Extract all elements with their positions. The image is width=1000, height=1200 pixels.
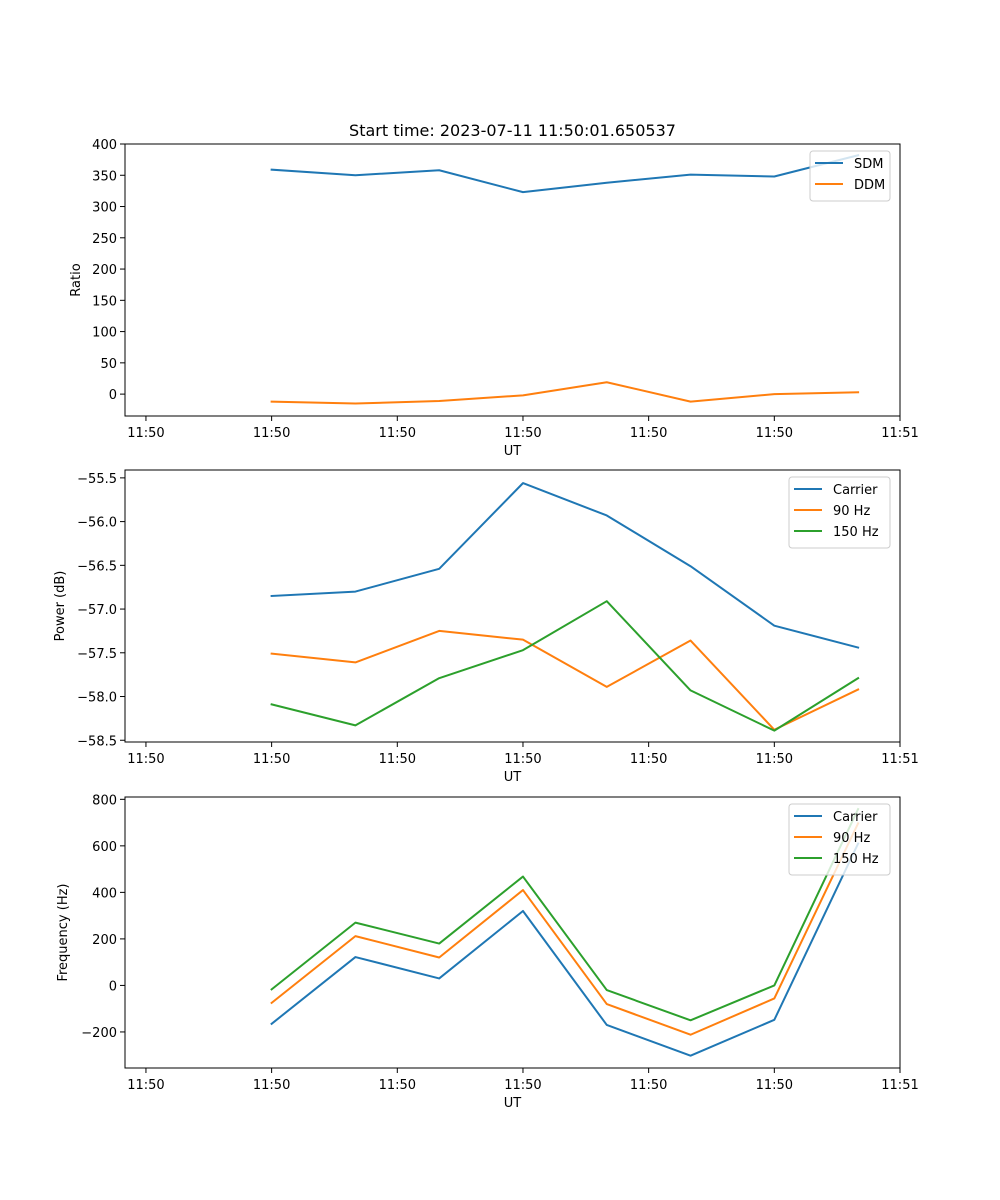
legend-label: DDM [854,178,885,193]
axes-frame [124,143,901,417]
x-tick-label: 11:51 [881,1078,918,1093]
x-tick-label: 11:50 [379,752,416,767]
y-tick-label: 0 [109,388,117,403]
x-tick-label: 11:50 [504,426,541,441]
legend: Carrier 90 Hz 150 Hz [788,803,891,876]
legend-label: 150 Hz [833,525,879,540]
x-tick-label: 11:50 [504,752,541,767]
x-tick-label: 11:50 [253,426,290,441]
x-axis-label: UT [504,1096,522,1111]
plots-container: 11:50 11:50 11:50 11:50 11:50 11:50 11:51 0 50 10… [53,138,919,1111]
y-tick-label: 0 [109,979,117,994]
x-tick-label: 11:50 [756,1078,793,1093]
x-tick-label: 11:51 [881,426,918,441]
series-line-ddm [270,381,860,405]
figure-title: Start time: 2023-07-11 11:50:01.650537 [349,121,676,140]
x-tick-label: 11:50 [630,752,667,767]
legend-label: Carrier [833,810,878,825]
axes-frame [124,796,901,1069]
y-tick-label: 350 [92,169,117,184]
y-tick-label: 400 [92,886,117,901]
y-tick-label: −55.5 [77,472,117,487]
y-tick-label: 200 [92,933,117,948]
y-tick-label: 200 [92,263,117,278]
x-tick-label: 11:50 [756,426,793,441]
x-axis-label: UT [504,444,522,459]
legend: Carrier 90 Hz 150 Hz [788,476,891,549]
series-line-carrier [270,482,860,649]
legend-label: 90 Hz [833,504,870,519]
y-tick-label: 50 [100,357,117,372]
y-tick-label: −58.5 [77,734,117,749]
legend: SDM DDM [809,150,891,202]
chart-panel-1: 11:50 11:50 11:50 11:50 11:50 11:50 11:51 0 50 10… [69,138,919,459]
x-tick-label: 11:50 [253,1078,290,1093]
x-tick-label: 11:50 [127,1078,164,1093]
x-tick-label: 11:50 [630,426,667,441]
y-tick-label: −57.5 [77,647,117,662]
y-axis-label: Power (dB) [53,571,68,642]
series-line-150-hz [270,600,860,732]
y-tick-label: 800 [92,793,117,808]
y-tick-label: 100 [92,326,117,341]
series-line-90-hz [270,629,860,731]
y-tick-label: 250 [92,232,117,247]
legend-label: 150 Hz [833,852,879,867]
x-tick-label: 11:50 [127,752,164,767]
x-tick-label: 11:50 [127,426,164,441]
series-line-150-hz [270,807,860,1022]
y-axis-label: Ratio [69,263,84,296]
x-tick-label: 11:50 [379,426,416,441]
x-tick-label: 11:50 [756,752,793,767]
y-tick-label: −200 [81,1026,117,1041]
series-line-sdm [270,154,860,194]
y-axis-label: Frequency (Hz) [56,883,71,981]
y-tick-label: −58.0 [77,691,117,706]
x-axis-label: UT [504,770,522,785]
series-line-90-hz [270,821,860,1036]
x-tick-label: 11:50 [630,1078,667,1093]
legend-label: SDM [854,157,883,172]
axes-frame [124,469,901,743]
y-tick-label: −56.0 [77,516,117,531]
x-tick-label: 11:51 [881,752,918,767]
series-line-carrier [270,842,860,1057]
chart-panel-2: 11:50 11:50 11:50 11:50 11:50 11:50 11:51 −58.5… [53,469,919,785]
x-tick-label: 11:50 [504,1078,541,1093]
legend-label: 90 Hz [833,831,870,846]
y-tick-label: 150 [92,294,117,309]
x-tick-label: 11:50 [379,1078,416,1093]
y-tick-label: −56.5 [77,559,117,574]
x-tick-label: 11:50 [253,752,290,767]
y-tick-label: −57.0 [77,603,117,618]
y-tick-label: 600 [92,840,117,855]
y-tick-label: 400 [92,138,117,153]
chart-panel-3: 11:50 11:50 11:50 11:50 11:50 11:50 11:51 −200 0… [56,793,919,1111]
legend-label: Carrier [833,483,878,498]
y-tick-label: 300 [92,201,117,216]
